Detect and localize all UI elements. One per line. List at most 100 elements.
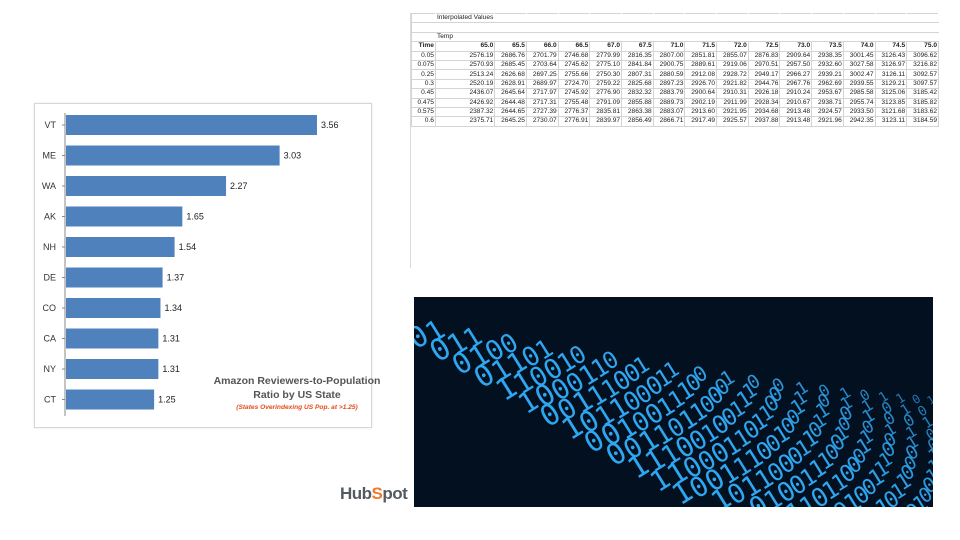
table-cell: 2955.74 [842,97,876,108]
table-cell [747,13,781,24]
table-cell: 2745.62 [557,59,591,71]
value-label: 1.34 [164,303,182,313]
table-cell: 2897.23 [652,78,686,90]
table-title-row: Interpolated Values [411,13,939,24]
table-cell: 2866.71 [652,116,686,127]
value-label: 1.54 [179,242,197,252]
interpolated-values-table: Interpolated Values Temp Time 65.0 65.5 66.0 6… [411,13,939,127]
table-cell [779,22,813,33]
table-cell [525,22,559,33]
table-cell: 2967.76 [779,78,813,90]
category-label: WA [42,181,56,191]
table-cell: 2776.91 [557,116,591,127]
table-cell: 2436.07 [434,88,496,99]
table-cell: 2851.81 [684,50,718,61]
binary-digits-graphic: 0110100110100101011010010011010010101101… [414,313,933,507]
table-cell [716,22,749,33]
table-cell: 75.0 [906,41,939,52]
table-cell: 73.5 [811,41,844,52]
table-cell: 2900.75 [652,59,686,71]
bar-chart: VT 3.56 ME 3.03 WA 2.27 AK 1.65 NH 1.54 DE 1.37 CO 1.… [42,113,339,416]
table-cell [621,13,654,24]
bar-ct [66,389,155,410]
table-cell [557,13,591,24]
table-cell: 2775.10 [589,59,623,71]
table-cell: 2701.79 [525,50,559,61]
table-cell: 74.0 [842,41,876,52]
table-cell: 3097.57 [906,78,939,90]
table-cell: 67.0 [589,41,623,52]
table-row: 0.475 2426.92 2644.48 2717.31 2755.48 2791.09… [411,97,939,108]
table-cell: 2730.07 [525,116,559,127]
value-label: 3.03 [284,151,302,161]
bar-wa [66,176,227,196]
table-cell: 2919.06 [716,59,749,71]
table-cell: 2513.24 [434,69,496,80]
table-cell: 2953.67 [811,88,844,99]
table-cell: 2626.68 [494,69,527,80]
table-cell [621,31,654,43]
table-cell: 3184.59 [906,116,939,127]
row-header-cell: 0.475 [411,97,436,108]
table-cell: 2925.57 [716,116,749,127]
table-cell: 2776.37 [557,106,591,118]
table-cell: 2755.48 [557,97,591,108]
table-cell: Interpolated Values [434,13,496,24]
table-cell [842,13,876,24]
binary-digit: 0 [828,496,855,507]
table-cell [525,13,559,24]
table-cell: 2928.72 [716,69,749,80]
table-row: 0.575 2387.32 2644.65 2727.39 2776.37 2835.81… [411,106,939,118]
table-cell [494,22,527,33]
category-label: CT [44,395,56,405]
binary-digit: 1 [925,444,933,467]
table-cell: 2889.73 [652,97,686,108]
category-label: DE [43,273,56,283]
table-cell: 2759.22 [589,78,623,90]
table-row: 0.25 2513.24 2626.68 2697.25 2755.66 2750.30 2… [411,69,939,80]
table-cell: 2717.31 [525,97,559,108]
row-header-cell: 0.3 [411,78,436,90]
table-cell: 2880.59 [652,69,686,80]
table-cell: 2855.07 [716,50,749,61]
table-cell [621,22,654,33]
row-header-cell: Time [411,41,436,52]
table-cell: 3123.85 [874,97,908,108]
temperature-row: Time 65.0 65.5 66.0 66.5 67.0 67.5 71.0 71.5 72.0… [411,41,939,52]
table-cell: 2917.49 [684,116,718,127]
table-row: 0.05 2576.19 2686.76 2701.79 2746.68 2779.99 2… [411,50,939,61]
table-cell [842,22,876,33]
binary-code-image: 0110100110100101011010010011010010101101… [414,297,933,507]
table-cell: 3096.62 [906,50,939,61]
table-cell: 2375.71 [434,116,496,127]
value-label: 1.65 [186,212,204,222]
table-cell: 2746.68 [557,50,591,61]
table-cell: 2387.32 [434,106,496,118]
table-cell: 72.5 [747,41,781,52]
bar-co [66,298,161,318]
table-cell: 2807.31 [621,69,654,80]
table-cell: 2750.30 [589,69,623,80]
bar-ak [66,206,183,227]
table-cell: 2939.55 [842,78,876,90]
row-header-cell [411,13,436,24]
table-cell: 2685.45 [494,59,527,71]
table-cell: 3123.11 [874,116,908,127]
category-label: CO [43,303,57,313]
value-label: 1.25 [158,395,176,405]
table-cell: 3001.45 [842,50,876,61]
category-label: AK [44,212,56,222]
row-header-cell: 0.6 [411,116,436,127]
table-cell: 3126.97 [874,59,908,71]
bar-ny [66,359,159,379]
temp-header-row: Temp [411,31,939,43]
table-cell: 3126.11 [874,69,908,80]
table-cell: 2939.21 [811,69,844,80]
table-cell: 2970.51 [747,59,781,71]
table-cell: 2816.35 [621,50,654,61]
table-cell: 3126.43 [874,50,908,61]
table-cell: 2911.99 [716,97,749,108]
table-cell: 2755.66 [557,69,591,80]
table-cell: 2426.92 [434,97,496,108]
binary-digit: 1 [925,456,933,478]
